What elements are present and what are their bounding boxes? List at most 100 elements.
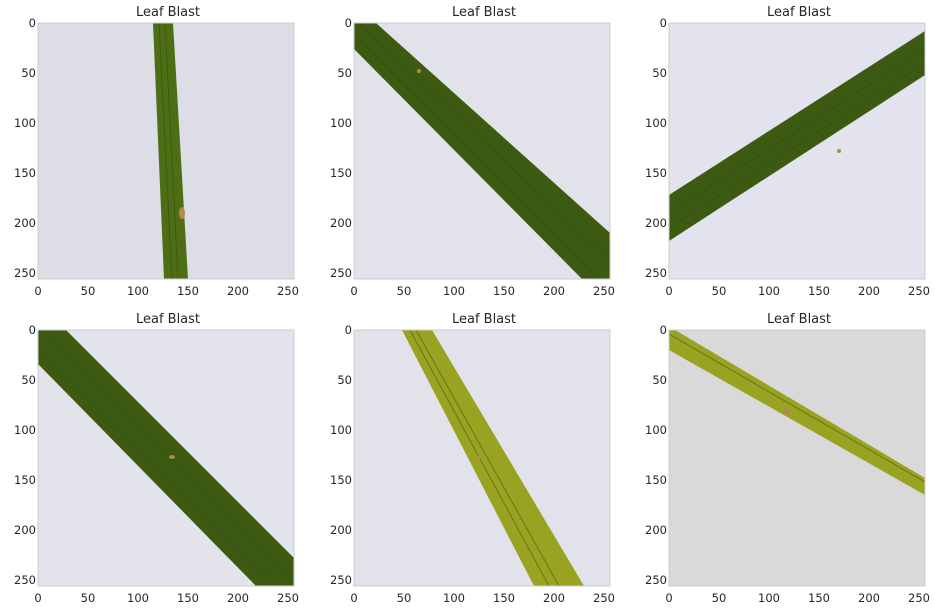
- blast-lesion: [837, 149, 841, 153]
- panel-title: Leaf Blast: [766, 312, 832, 327]
- image-panel: Leaf Blast 0 50 100 150 200 250 0 50 100 150 200 25…: [10, 311, 326, 611]
- x-tick-label: 100: [443, 591, 465, 605]
- x-tick-label: 150: [808, 284, 830, 298]
- x-tick-label: 0: [350, 284, 358, 298]
- y-tick-label: 50: [21, 66, 36, 80]
- leaf-photo: [353, 22, 611, 280]
- y-tick-label: 0: [344, 16, 352, 30]
- x-tick-label: 100: [127, 284, 149, 298]
- y-tick-label: 200: [645, 216, 667, 230]
- x-tick-label: 250: [908, 284, 930, 298]
- x-tick-label: 150: [493, 591, 515, 605]
- x-tick-label: 50: [80, 284, 96, 298]
- blast-lesion: [783, 409, 791, 415]
- panel-title: Leaf Blast: [135, 312, 201, 327]
- y-tick-label: 50: [337, 373, 352, 387]
- leaf-photo: [353, 329, 611, 587]
- x-tick-label: 200: [227, 284, 249, 298]
- blast-lesion: [478, 455, 482, 459]
- y-tick-label: 250: [645, 573, 667, 587]
- y-tick-label: 100: [14, 423, 36, 437]
- y-tick-label: 100: [330, 116, 352, 130]
- y-tick-label: 200: [330, 523, 352, 537]
- blast-lesion: [179, 207, 185, 219]
- y-tick-label: 150: [645, 473, 667, 487]
- x-tick-label: 250: [593, 284, 615, 298]
- axes-frame: [353, 22, 611, 280]
- leaf-photo: [668, 22, 926, 280]
- x-tick-label: 50: [396, 284, 412, 298]
- x-tick-label: 50: [711, 591, 727, 605]
- y-tick-label: 0: [28, 16, 36, 30]
- x-tick-label: 0: [665, 591, 673, 605]
- y-tick-label: 150: [645, 166, 667, 180]
- leaf-blade: [38, 330, 294, 586]
- image-panel: Leaf Blast 0 50 100 150 200 250 0 50 100 150 200 25…: [10, 4, 326, 304]
- y-tick-label: 0: [28, 323, 36, 337]
- image-panel: Leaf Blast 0 50 100 150 200 250 0 50 100 150 200 25…: [641, 311, 935, 611]
- y-tick-label: 50: [652, 373, 667, 387]
- axes-frame: [37, 22, 295, 280]
- axes-frame: [353, 329, 611, 587]
- y-tick-label: 0: [659, 16, 667, 30]
- x-tick-label: 200: [543, 591, 565, 605]
- x-tick-label: 100: [758, 284, 780, 298]
- y-tick-label: 250: [330, 573, 352, 587]
- leaf-blade: [669, 31, 925, 241]
- panel-title: Leaf Blast: [766, 5, 832, 20]
- x-tick-label: 200: [858, 284, 880, 298]
- image-panel: Leaf Blast 0 50 100 150 200 250 0 50 100 150 200 25…: [641, 4, 935, 304]
- panel-title: Leaf Blast: [451, 5, 517, 20]
- leaf-blade: [402, 330, 584, 586]
- x-tick-label: 0: [34, 591, 42, 605]
- y-tick-label: 0: [344, 323, 352, 337]
- x-tick-label: 100: [758, 591, 780, 605]
- x-tick-label: 50: [711, 284, 727, 298]
- x-tick-label: 100: [127, 591, 149, 605]
- y-tick-label: 250: [14, 573, 36, 587]
- y-tick-label: 150: [14, 166, 36, 180]
- x-tick-label: 150: [808, 591, 830, 605]
- axes-frame: [668, 22, 926, 280]
- y-tick-label: 250: [330, 266, 352, 280]
- y-tick-label: 100: [645, 423, 667, 437]
- x-tick-label: 50: [396, 591, 412, 605]
- x-tick-label: 200: [543, 284, 565, 298]
- y-tick-label: 150: [330, 166, 352, 180]
- y-tick-label: 50: [21, 373, 36, 387]
- blast-lesion: [169, 455, 175, 459]
- x-tick-label: 150: [177, 591, 199, 605]
- y-tick-label: 200: [645, 523, 667, 537]
- leaf-blade: [354, 23, 610, 279]
- x-tick-label: 0: [34, 284, 42, 298]
- y-tick-label: 150: [330, 473, 352, 487]
- x-tick-label: 150: [177, 284, 199, 298]
- x-tick-label: 250: [908, 591, 930, 605]
- x-tick-label: 150: [493, 284, 515, 298]
- y-tick-label: 0: [659, 323, 667, 337]
- y-tick-label: 200: [14, 523, 36, 537]
- leaf-photo: [37, 329, 295, 587]
- x-tick-label: 200: [227, 591, 249, 605]
- image-panel: Leaf Blast 0 50 100 150 200 250 0 50 100 150 200 25…: [326, 311, 642, 611]
- y-tick-label: 100: [645, 116, 667, 130]
- x-tick-label: 100: [443, 284, 465, 298]
- x-tick-label: 200: [858, 591, 880, 605]
- x-tick-label: 250: [277, 591, 299, 605]
- x-tick-label: 0: [350, 591, 358, 605]
- x-tick-label: 50: [80, 591, 96, 605]
- y-tick-label: 100: [330, 423, 352, 437]
- x-tick-label: 250: [277, 284, 299, 298]
- y-tick-label: 50: [337, 66, 352, 80]
- axes-frame: [668, 329, 926, 587]
- blast-lesion: [417, 69, 421, 73]
- y-tick-label: 50: [652, 66, 667, 80]
- y-tick-label: 100: [14, 116, 36, 130]
- y-tick-label: 250: [14, 266, 36, 280]
- panel-title: Leaf Blast: [451, 312, 517, 327]
- x-tick-label: 250: [593, 591, 615, 605]
- axes-frame: [37, 329, 295, 587]
- y-tick-label: 150: [14, 473, 36, 487]
- y-tick-label: 200: [14, 216, 36, 230]
